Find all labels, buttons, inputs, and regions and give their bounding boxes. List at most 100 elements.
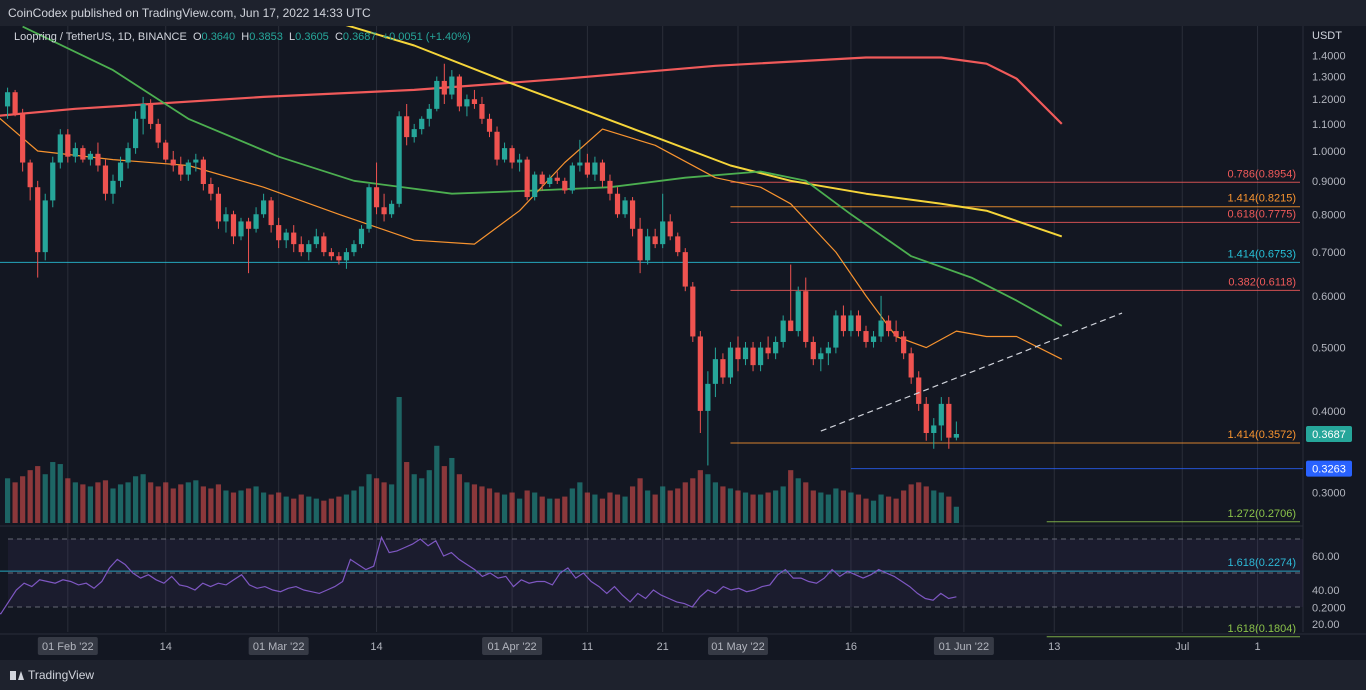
time-tick-label: 01 Jun '22 — [939, 641, 989, 653]
volume-bar — [893, 498, 899, 523]
candle-body — [381, 207, 387, 215]
brand-name: TradingView — [28, 668, 95, 682]
volume-bar — [464, 482, 470, 523]
volume-bar — [825, 494, 831, 523]
time-tick-label: 01 Feb '22 — [42, 641, 94, 653]
high-label: H — [241, 31, 250, 43]
candle-body — [456, 76, 462, 107]
candle-body — [163, 142, 169, 160]
candle-body — [208, 184, 214, 194]
price-tag-label: 0.3263 — [1312, 464, 1346, 476]
candle-body — [102, 165, 109, 194]
volume-bar — [539, 496, 545, 523]
candle-body — [735, 347, 741, 360]
volume-bar — [584, 492, 590, 523]
candle-body — [230, 214, 237, 237]
candle-body — [193, 159, 199, 163]
volume-bar — [532, 492, 538, 523]
volume-bar — [12, 482, 18, 523]
candle-body — [554, 177, 560, 181]
candle-body — [652, 236, 658, 245]
candle-body — [870, 336, 877, 342]
candle-body — [524, 159, 530, 198]
rsi-tick-label: 20.00 — [1312, 619, 1340, 631]
volume-bar — [517, 498, 523, 523]
candle-body — [547, 177, 553, 185]
candle-body — [622, 200, 628, 215]
volume-bar — [916, 482, 922, 523]
time-tick-box — [37, 637, 98, 655]
time-tick-label: 21 — [657, 641, 669, 653]
candle-body — [501, 148, 508, 160]
candle-body — [27, 162, 33, 188]
candle-body — [916, 377, 922, 404]
price-chart[interactable]: USDT 1.4000 1.3000 1.2000 1.1000 1.0000 0.9000… — [0, 26, 1366, 660]
candle-body — [712, 359, 718, 384]
candle-body — [765, 347, 771, 354]
candle-body — [396, 116, 402, 204]
candle-body — [170, 159, 176, 166]
volume-bar — [426, 470, 432, 523]
volume-bar — [298, 494, 304, 523]
volume-bar — [411, 474, 417, 523]
candle-body — [788, 320, 794, 332]
volume-bar — [306, 496, 312, 523]
price-tick-label: 1.0000 — [1312, 146, 1346, 158]
fib-level-label: 1.272(0.2706) — [1228, 508, 1297, 520]
volume-bar — [479, 486, 485, 523]
candle-body — [562, 180, 568, 191]
volume-bar — [449, 457, 455, 523]
volume-bar — [599, 498, 606, 523]
fib-level-label: 1.414(0.3572) — [1228, 429, 1297, 441]
volume-bar — [622, 496, 628, 523]
rsi-band-fill — [8, 539, 1303, 607]
volume-bar — [742, 492, 749, 523]
volume-bar — [577, 482, 583, 523]
candle-body — [539, 174, 545, 185]
fib-level-label: 0.618(0.7775) — [1228, 208, 1297, 220]
candle-body — [509, 148, 515, 163]
candle-body — [795, 291, 801, 332]
candle-body — [901, 336, 907, 354]
volume-bar — [795, 478, 801, 523]
candle-body — [584, 162, 590, 175]
symbol-legend: Loopring / TetherUS, 1D, BINANCE O0.3640… — [14, 31, 471, 43]
volume-bar — [72, 482, 78, 523]
price-tick-label: 1.1000 — [1312, 119, 1346, 131]
volume-bar — [901, 490, 907, 523]
candle-body — [95, 153, 101, 166]
volume-bar — [592, 494, 598, 523]
volume-bar — [20, 476, 26, 523]
price-tick-label: 0.5000 — [1312, 343, 1346, 355]
candle-body — [268, 200, 274, 226]
fib-level-label: 1.618(0.2274) — [1228, 557, 1297, 569]
volume-bar — [931, 490, 937, 523]
rsi-tick-label: 40.00 — [1312, 585, 1340, 597]
volume-bar — [200, 486, 206, 523]
candle-body — [517, 159, 523, 163]
volume-bar — [569, 488, 575, 523]
close-label: C — [334, 31, 343, 43]
candle-body — [283, 232, 289, 241]
candle-body — [599, 162, 606, 181]
volume-bar — [441, 466, 447, 523]
candle-body — [637, 228, 643, 261]
candle-body — [953, 434, 959, 438]
price-tick-label: 0.8000 — [1312, 209, 1346, 221]
candle-body — [419, 118, 425, 130]
close-value: 0.3687 — [342, 31, 377, 43]
tradingview-logo[interactable]: TradingView — [10, 668, 94, 682]
candle-body — [833, 315, 839, 348]
candle-body — [592, 162, 598, 175]
candle-body — [366, 187, 372, 229]
time-tick-label: 11 — [582, 641, 593, 653]
volume-bar — [253, 486, 259, 523]
volume-bar — [682, 482, 688, 523]
volume-bar — [132, 476, 139, 523]
fib-level-label: 1.414(0.6753) — [1228, 248, 1297, 260]
volume-bar — [283, 496, 289, 523]
candle-body — [479, 103, 485, 119]
time-tick-box — [933, 637, 994, 655]
volume-bar — [486, 488, 493, 523]
candle-body — [223, 214, 229, 222]
